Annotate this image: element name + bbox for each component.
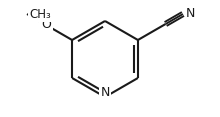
Text: N: N	[100, 86, 110, 99]
Text: N: N	[186, 7, 195, 20]
Text: CH₃: CH₃	[29, 7, 51, 20]
Text: O: O	[41, 18, 51, 31]
